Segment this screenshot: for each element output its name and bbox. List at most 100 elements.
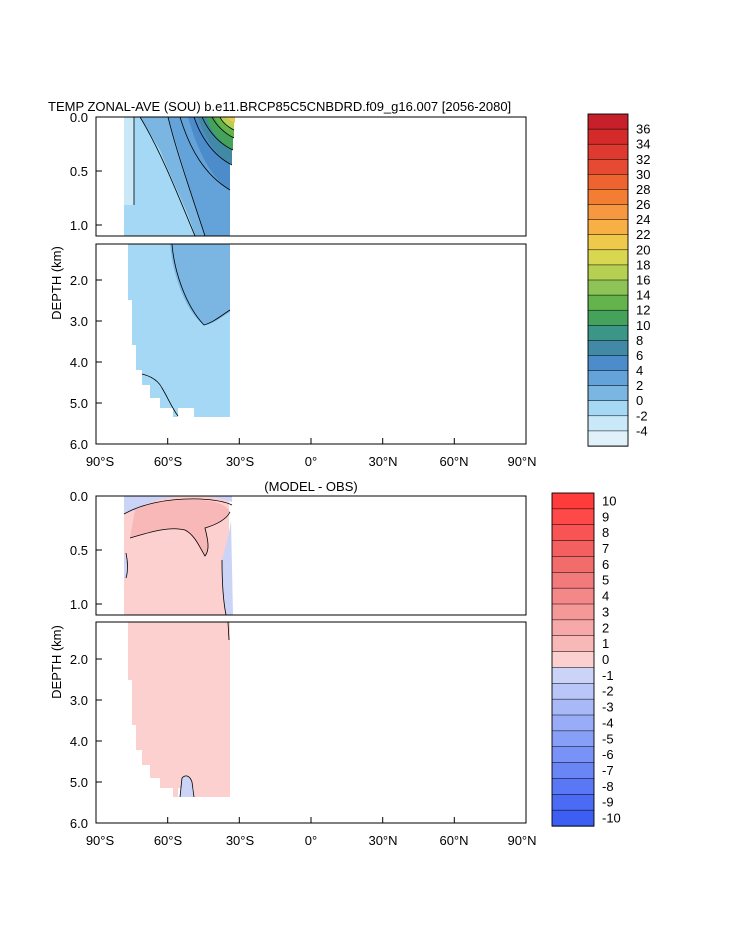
colorbar-swatch: [587, 385, 629, 402]
colorbar-tick-label: 8: [602, 525, 609, 540]
colorbar-tick-label: -8: [602, 779, 614, 794]
top-ytick-labels: 0.0 0.5 1.0 2.0 3.0 4.0 5.0 6.0: [70, 110, 88, 452]
top-xtick-label: 90°S: [86, 454, 115, 469]
colorbar-frame: [587, 113, 629, 447]
top-lower-contours: [141, 243, 231, 417]
top-upper-contours: [133, 116, 235, 237]
colorbar-tick-label: 0: [636, 393, 643, 408]
bottom-xtick-label: 0°: [305, 833, 317, 848]
colorbar-swatch: [551, 540, 595, 558]
colorbar-swatch: [587, 174, 629, 191]
bottom-panel: (MODEL - OBS) DEPTH (km): [49, 479, 621, 848]
colorbar-swatch: [587, 128, 629, 145]
colorbar-tick-label: -2: [636, 408, 648, 423]
colorbar-swatch: [587, 340, 629, 357]
colorbar-swatch: [587, 294, 629, 311]
bottom-lower-fill: [128, 622, 230, 797]
bottom-xtick-label: 60°S: [154, 833, 183, 848]
bottom-ytick-label: 6.0: [70, 816, 88, 831]
colorbar-tick-label: 14: [636, 288, 650, 303]
bottom-ytick-label: 0.5: [70, 543, 88, 558]
top-xtick-label: 0°: [305, 454, 317, 469]
colorbar-swatch: [551, 556, 595, 573]
bottom-upper-frame: [95, 495, 527, 616]
colorbar-swatch: [551, 572, 595, 589]
colorbar-swatch: [551, 524, 595, 542]
top-x-ticks: [95, 438, 527, 444]
colorbar-tick-label: 4: [602, 589, 609, 604]
top-panel: TEMP ZONAL-AVE (SOU) b.e11.BRCP85C5CNBDR…: [48, 99, 650, 469]
bottom-ytick-label: 2.0: [70, 652, 88, 667]
colorbar-swatch: [551, 809, 595, 827]
bottom-xtick-label: 90°S: [86, 833, 115, 848]
colorbar-tick-label: -3: [602, 700, 614, 715]
colorbar-tick-label: 36: [636, 122, 650, 137]
colorbar-tick-label: 7: [602, 541, 609, 556]
colorbar-swatch: [551, 651, 595, 669]
top-xtick-labels: 90°S 60°S 30°S 0° 30°N 60°N 90°N: [86, 454, 537, 469]
top-ytick-label: 0.0: [70, 110, 88, 125]
bottom-ytick-label: 1.0: [70, 597, 88, 612]
top-y-ticks: [96, 116, 102, 404]
colorbar-swatch: [587, 309, 629, 326]
top-ytick-label: 4.0: [70, 355, 88, 370]
top-ytick-label: 6.0: [70, 437, 88, 452]
colorbar-tick-label: 9: [602, 509, 609, 524]
bottom-chart-title: (MODEL - OBS): [264, 479, 357, 494]
bottom-ytick-label: 4.0: [70, 734, 88, 749]
colorbar-tick-label: 8: [636, 333, 643, 348]
colorbar-tick-label: 12: [636, 303, 650, 318]
colorbar-tick-label: 3: [602, 604, 609, 619]
colorbar-swatch: [551, 508, 595, 526]
colorbar-swatch: [587, 159, 629, 176]
colorbar-swatch: [551, 683, 595, 700]
colorbar-tick-label: 6: [636, 348, 643, 363]
bottom-xtick-label: 90°N: [507, 833, 536, 848]
colorbar-tick-label: -2: [602, 684, 614, 699]
top-xtick-label: 90°N: [507, 454, 536, 469]
colorbar-swatch: [551, 730, 595, 748]
bottom-xtick-label: 60°N: [439, 833, 468, 848]
colorbar-swatch: [551, 635, 595, 653]
colorbar-tick-label: 0: [602, 652, 609, 667]
colorbar-swatch: [551, 746, 595, 764]
top-xtick-label: 60°S: [154, 454, 183, 469]
colorbar-tick-label: -10: [602, 811, 621, 826]
colorbar-tick-label: -7: [602, 763, 614, 778]
colorbar-tick-label: 20: [636, 242, 650, 257]
colorbar-tick-label: 4: [636, 363, 643, 378]
colorbar-tick-label: 28: [636, 182, 650, 197]
top-ytick-label: 0.5: [70, 164, 88, 179]
top-ylabel: DEPTH (km): [49, 246, 64, 320]
colorbar-tick-label: 6: [602, 557, 609, 572]
bottom-x-ticks: [95, 817, 527, 823]
colorbar-tick-label: 2: [636, 378, 643, 393]
top-chart-title: TEMP ZONAL-AVE (SOU) b.e11.BRCP85C5CNBDR…: [48, 99, 511, 114]
colorbar-tick-label: 32: [636, 152, 650, 167]
colorbar-tick-label: 18: [636, 257, 650, 272]
colorbar-tick-label: 2: [602, 620, 609, 635]
colorbar-swatch: [551, 698, 595, 716]
colorbar-tick-label: 26: [636, 197, 650, 212]
bottom-xtick-label: 30°N: [368, 833, 397, 848]
colorbar-swatch: [551, 794, 595, 811]
colorbar-tick-label: 24: [636, 212, 650, 227]
top-upper-frame: [95, 116, 527, 237]
colorbar-swatch: [551, 492, 595, 510]
colorbar-swatch: [587, 204, 629, 221]
bottom-xtick-label: 30°S: [226, 833, 255, 848]
top-ytick-label: 2.0: [70, 273, 88, 288]
bottom-xtick-labels: 90°S 60°S 30°S 0° 30°N 60°N 90°N: [86, 833, 537, 848]
colorbar-swatch: [587, 234, 629, 251]
top-lower-fill: [128, 244, 230, 417]
colorbar-swatch: [587, 430, 629, 447]
colorbar-swatch: [587, 355, 629, 372]
colorbar-swatch: [551, 667, 595, 684]
colorbar-swatch: [551, 603, 595, 621]
colorbar-tick-label: 10: [602, 493, 616, 508]
bottom-lower-contours: [179, 621, 230, 798]
bottom-ytick-label: 5.0: [70, 775, 88, 790]
colorbar-tick-label: 34: [636, 137, 650, 152]
